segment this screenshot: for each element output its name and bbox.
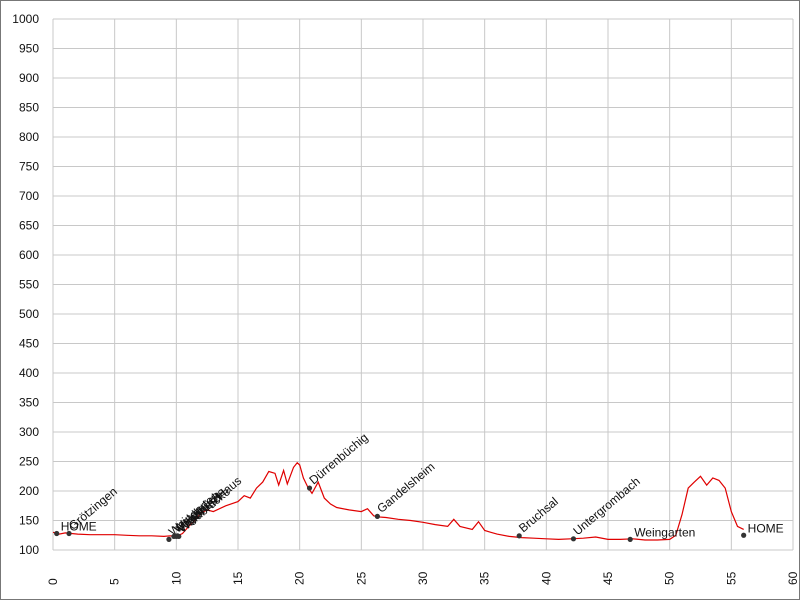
- waypoint-label: HOME: [748, 521, 784, 535]
- x-tick-label: 10: [169, 571, 183, 585]
- x-tick-label: 25: [354, 571, 368, 585]
- waypoint-label: Gandelsheim: [374, 459, 437, 515]
- waypoint-marker: [166, 536, 172, 542]
- grid: [52, 18, 794, 551]
- y-tick-label: 550: [19, 278, 39, 292]
- y-tick-label: 400: [19, 366, 39, 380]
- waypoint-label: HOME: [61, 519, 97, 533]
- y-tick-label: 700: [19, 189, 39, 203]
- y-axis-ticks: 100 150 200 250 300 350 400 450 500 550 600 650 700 7…: [12, 12, 39, 557]
- x-axis-ticks: 0 5 10 15 20 25 30 35 40 45 50 55 60: [46, 571, 800, 585]
- waypoint-label: Vierordts Haus: [174, 474, 244, 536]
- x-tick-label: 40: [539, 571, 553, 585]
- waypoint-marker: [174, 533, 181, 539]
- y-tick-label: 250: [19, 455, 39, 469]
- y-tick-label: 200: [19, 484, 39, 498]
- y-tick-label: 950: [19, 42, 39, 56]
- x-tick-label: 55: [724, 571, 738, 585]
- x-tick-label: 60: [786, 571, 799, 585]
- x-tick-label: 0: [46, 578, 60, 585]
- waypoint-marker: [741, 532, 747, 538]
- waypoint-marker: [374, 513, 380, 519]
- y-tick-label: 100: [19, 543, 39, 557]
- y-tick-label: 150: [19, 514, 39, 528]
- y-tick-label: 500: [19, 307, 39, 321]
- x-tick-label: 15: [231, 571, 245, 585]
- waypoint-marker: [306, 485, 313, 491]
- x-tick-label: 35: [478, 571, 492, 585]
- y-tick-label: 800: [19, 130, 39, 144]
- y-tick-label: 900: [19, 71, 39, 85]
- x-tick-label: 30: [416, 571, 430, 585]
- y-tick-label: 1000: [12, 12, 39, 26]
- waypoint-label: Untergrombach: [570, 474, 642, 538]
- waypoint-marker: [66, 530, 72, 537]
- y-tick-label: 850: [19, 101, 39, 115]
- y-tick-label: 750: [19, 160, 39, 174]
- waypoint-marker: [627, 536, 633, 542]
- elevation-line: [52, 461, 744, 541]
- waypoint-marker: [54, 530, 60, 537]
- y-tick-label: 350: [19, 396, 39, 410]
- waypoint-marker: [516, 533, 522, 539]
- x-tick-label: 45: [601, 571, 615, 585]
- x-tick-label: 20: [293, 571, 307, 585]
- y-tick-label: 650: [19, 219, 39, 233]
- x-tick-label: 50: [663, 571, 677, 585]
- y-tick-label: 300: [19, 425, 39, 439]
- waypoint-marker: [570, 536, 577, 542]
- waypoint-label: Weingarten: [634, 525, 695, 539]
- waypoint-label: Bruchsal: [516, 494, 561, 535]
- y-tick-label: 600: [19, 248, 39, 262]
- y-tick-label: 450: [19, 337, 39, 351]
- x-tick-label: 5: [108, 578, 122, 585]
